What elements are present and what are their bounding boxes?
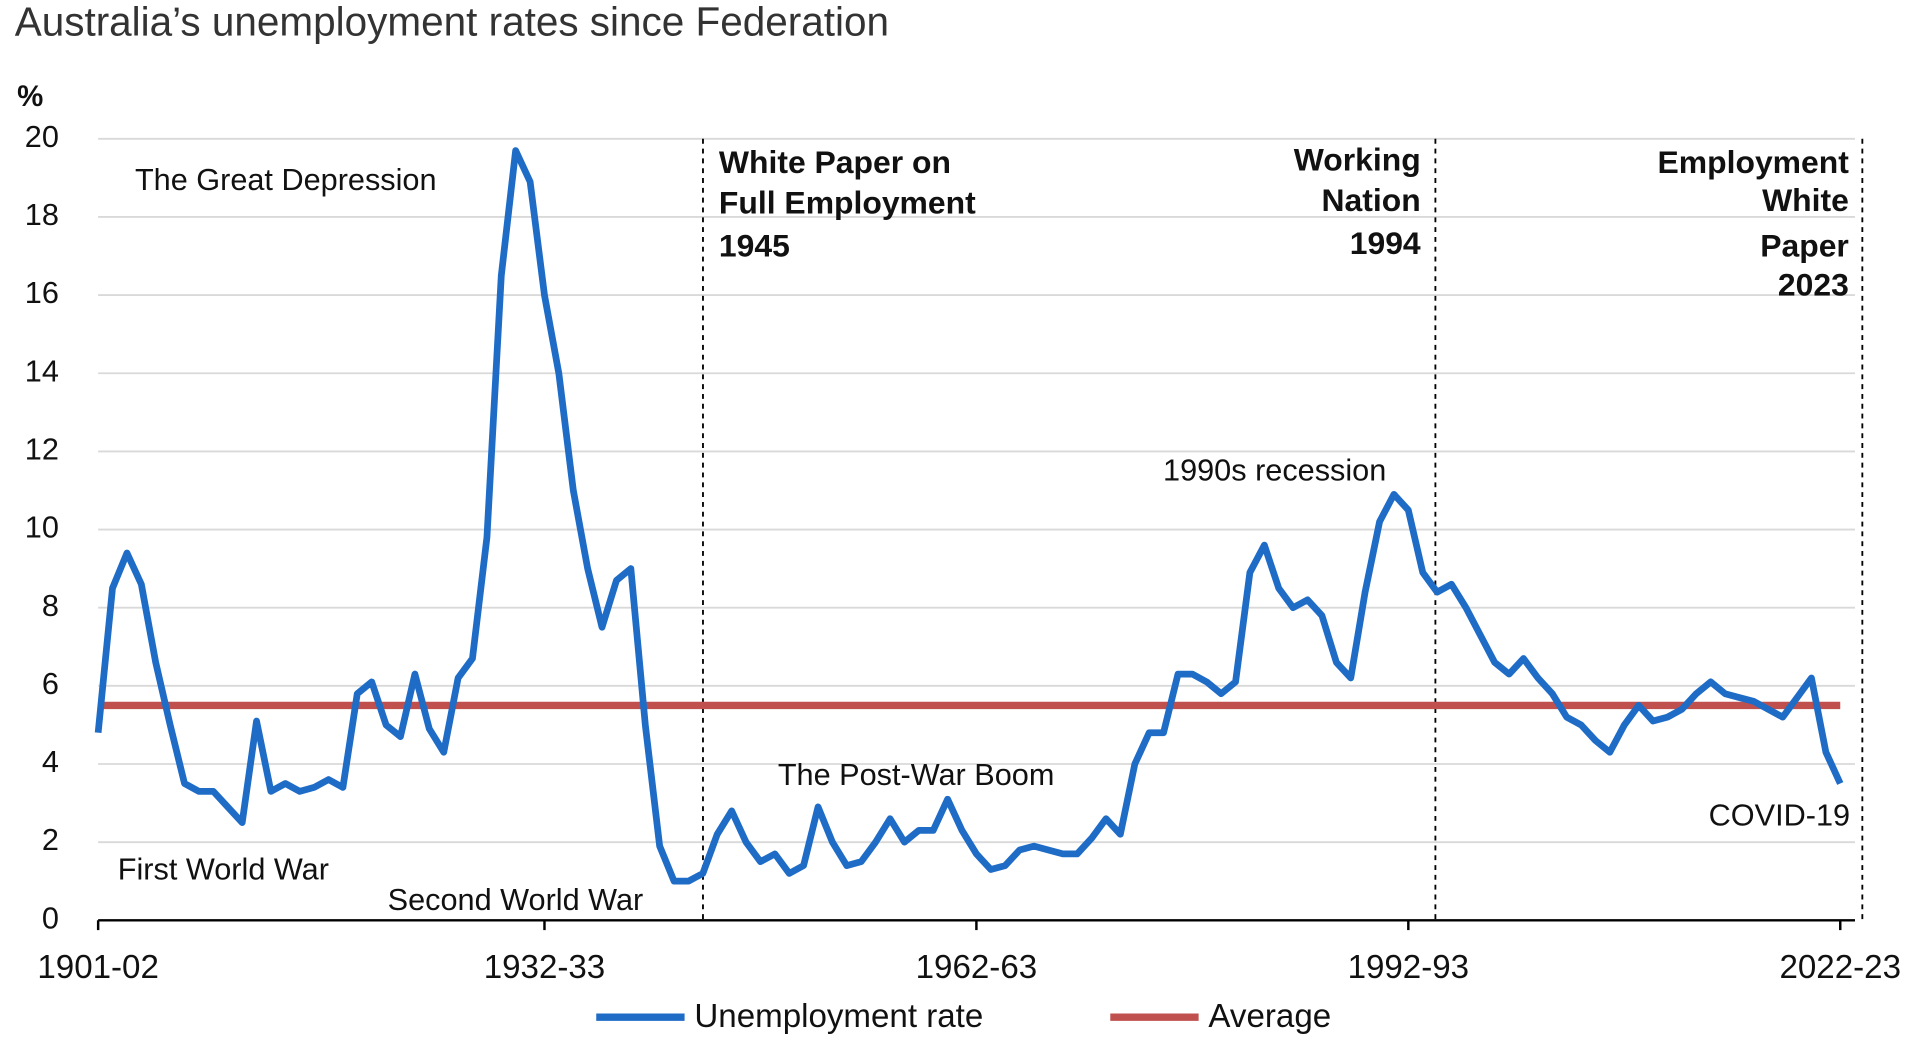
chart-title: Australia’s unemployment rates since Fed… [15, 0, 889, 44]
y-tick-label: 8 [42, 589, 59, 623]
legend-label: Unemployment rate [694, 998, 983, 1035]
y-axis-label: % [17, 80, 43, 113]
y-tick-label: 2 [42, 823, 59, 857]
x-tick-label: 1932-33 [484, 949, 606, 986]
annotation: First World War [118, 852, 329, 886]
y-tick-label: 6 [42, 667, 59, 701]
annotation: COVID-19 [1709, 798, 1850, 832]
line [94, 147, 1844, 885]
x-tick-label: 1962-63 [916, 949, 1038, 986]
y-tick-label: 14 [25, 354, 59, 388]
y-tick-label: 12 [25, 433, 59, 467]
x-tick-label: 1992-93 [1348, 949, 1470, 986]
y-tick-label: 20 [25, 120, 59, 154]
y-tick-label: 18 [25, 198, 59, 232]
y-tick-label: 10 [25, 511, 59, 545]
y-tick-label: 0 [42, 901, 59, 935]
policy-label: 1994 [1350, 225, 1421, 261]
x-tick-label: 1901-02 [37, 949, 159, 986]
policy-label: Paper [1760, 227, 1849, 263]
policy-label: Full Employment [719, 184, 976, 220]
legend-label: Average [1208, 998, 1331, 1035]
annotation: The Great Depression [135, 163, 437, 197]
annotation: The Post-War Boom [778, 758, 1055, 792]
annotation: Second World War [388, 883, 644, 917]
y-tick-label: 16 [25, 276, 59, 310]
policy-label: Nation [1322, 182, 1421, 218]
y-tick-label: 4 [42, 745, 59, 779]
policy-label: 1945 [719, 227, 790, 263]
policy-label: White [1762, 182, 1849, 218]
policy-label: Working [1294, 142, 1421, 178]
annotation: 1990s recession [1163, 454, 1386, 488]
x-tick-label: 2022-23 [1779, 949, 1901, 986]
policy-label: 2023 [1778, 267, 1849, 303]
policy-label: Employment [1658, 144, 1850, 180]
policy-label: White Paper on [719, 144, 951, 180]
